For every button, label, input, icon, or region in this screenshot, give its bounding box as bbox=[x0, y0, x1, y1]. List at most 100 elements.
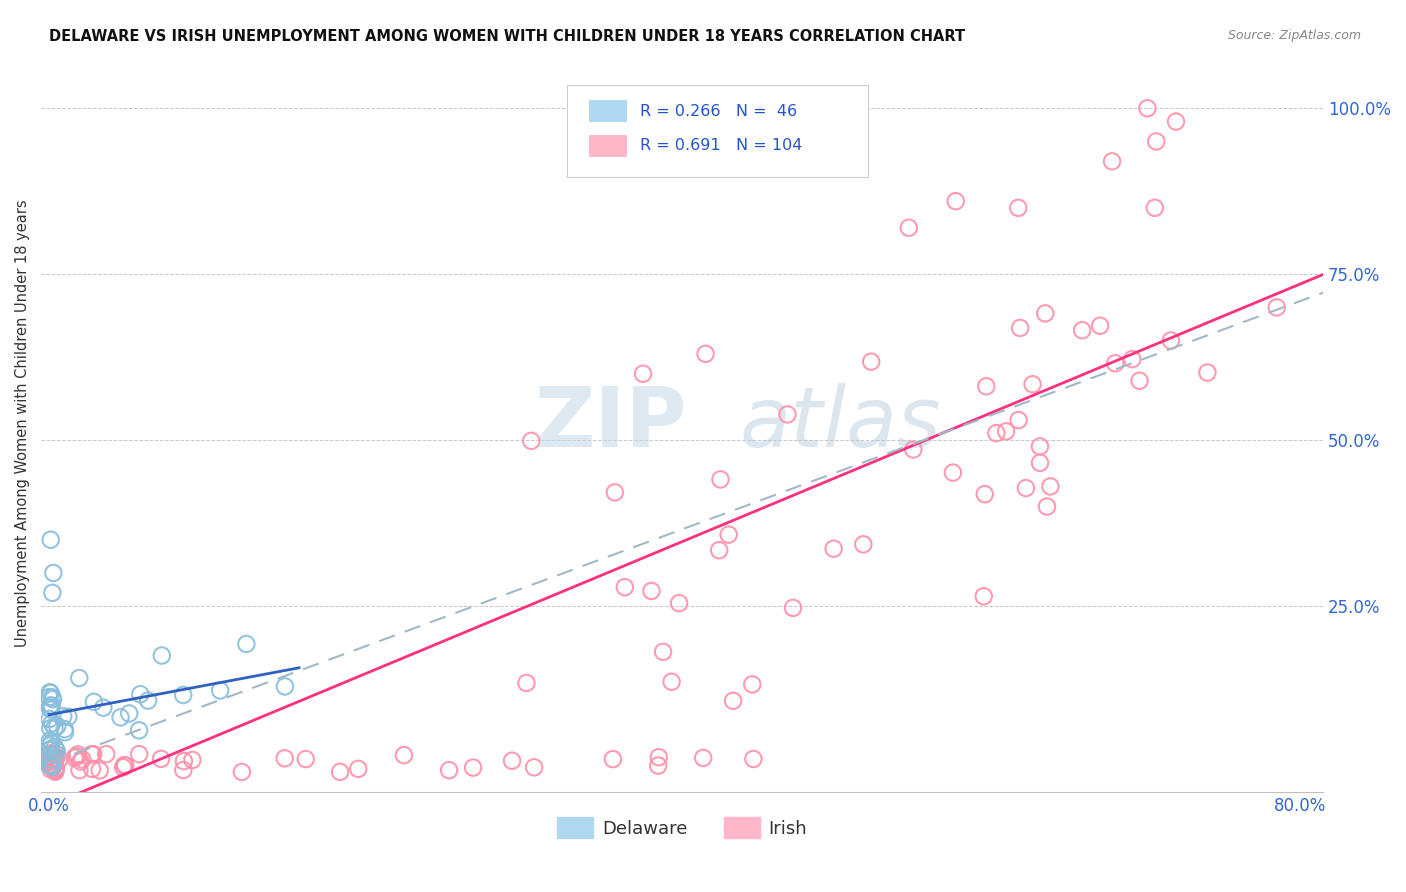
Point bbox=[181, 753, 204, 767]
Point bbox=[38, 701, 60, 715]
Point bbox=[1036, 500, 1059, 514]
Point bbox=[53, 722, 76, 736]
Point bbox=[38, 743, 60, 757]
Point bbox=[41, 752, 63, 766]
Point bbox=[42, 747, 65, 762]
Point bbox=[294, 752, 316, 766]
Text: R = 0.266   N =  46: R = 0.266 N = 46 bbox=[640, 103, 797, 119]
FancyBboxPatch shape bbox=[567, 85, 868, 177]
Point bbox=[631, 367, 654, 381]
Point bbox=[67, 671, 90, 685]
Point bbox=[80, 747, 103, 762]
Point bbox=[1021, 377, 1043, 392]
Point bbox=[1088, 318, 1111, 333]
Point bbox=[648, 750, 671, 764]
Point bbox=[1265, 301, 1288, 315]
Point bbox=[114, 758, 136, 772]
Point bbox=[974, 379, 997, 393]
Point bbox=[38, 685, 60, 699]
Point bbox=[39, 758, 62, 772]
Point bbox=[1029, 439, 1052, 453]
Point bbox=[136, 693, 159, 707]
Point bbox=[41, 757, 63, 772]
Point bbox=[41, 586, 63, 600]
Point bbox=[82, 747, 104, 761]
Point bbox=[44, 721, 66, 735]
Point bbox=[112, 760, 135, 774]
Point bbox=[118, 706, 141, 721]
Point bbox=[114, 758, 136, 772]
Point bbox=[274, 751, 297, 765]
Point bbox=[1015, 481, 1038, 495]
Point bbox=[39, 748, 62, 763]
Point bbox=[41, 753, 63, 767]
Point bbox=[945, 194, 967, 209]
Point bbox=[695, 347, 717, 361]
Point bbox=[39, 533, 62, 547]
Point bbox=[39, 742, 62, 756]
Point bbox=[110, 710, 132, 724]
Point bbox=[38, 754, 60, 768]
Point bbox=[39, 686, 62, 700]
Point bbox=[42, 760, 65, 774]
Point bbox=[44, 764, 66, 779]
Point bbox=[41, 698, 63, 713]
Point bbox=[41, 758, 63, 772]
Point bbox=[668, 596, 690, 610]
Point bbox=[392, 748, 415, 763]
Bar bbox=[589, 100, 627, 122]
Point bbox=[329, 764, 352, 779]
Point bbox=[69, 763, 91, 777]
Text: R = 0.691   N = 104: R = 0.691 N = 104 bbox=[640, 138, 803, 153]
Point bbox=[661, 674, 683, 689]
Point bbox=[172, 763, 194, 777]
Point bbox=[1143, 201, 1166, 215]
Point bbox=[860, 354, 883, 368]
Point bbox=[1101, 154, 1123, 169]
Point bbox=[692, 751, 714, 765]
Point bbox=[42, 760, 65, 774]
Point bbox=[235, 637, 257, 651]
Point bbox=[96, 747, 118, 761]
Point bbox=[1071, 323, 1094, 337]
Point bbox=[150, 648, 173, 663]
Point bbox=[437, 763, 460, 777]
Point bbox=[45, 747, 67, 761]
Point bbox=[53, 725, 76, 739]
Point bbox=[129, 687, 152, 701]
Point bbox=[823, 541, 845, 556]
Point bbox=[1160, 334, 1182, 348]
Text: DELAWARE VS IRISH UNEMPLOYMENT AMONG WOMEN WITH CHILDREN UNDER 18 YEARS CORRELAT: DELAWARE VS IRISH UNEMPLOYMENT AMONG WOM… bbox=[49, 29, 966, 44]
Point bbox=[501, 754, 523, 768]
Point bbox=[274, 680, 297, 694]
Point bbox=[89, 764, 111, 778]
Point bbox=[83, 695, 105, 709]
Point bbox=[45, 744, 67, 758]
Point bbox=[39, 703, 62, 717]
Point bbox=[973, 487, 995, 501]
Point bbox=[897, 220, 920, 235]
Bar bbox=[589, 135, 627, 157]
Point bbox=[741, 677, 763, 691]
Point bbox=[603, 485, 626, 500]
Point bbox=[72, 752, 94, 766]
Point bbox=[721, 694, 744, 708]
Point bbox=[42, 566, 65, 580]
Point bbox=[69, 755, 91, 769]
Point bbox=[995, 425, 1018, 439]
Point bbox=[1121, 352, 1143, 367]
Point bbox=[717, 527, 740, 541]
Point bbox=[1007, 201, 1029, 215]
Point bbox=[39, 762, 62, 776]
Point bbox=[1104, 356, 1126, 370]
Point bbox=[45, 760, 67, 774]
Legend: Delaware, Irish: Delaware, Irish bbox=[550, 810, 814, 846]
Point bbox=[1346, 101, 1368, 115]
Point bbox=[42, 753, 65, 767]
Point bbox=[39, 739, 62, 753]
Point bbox=[45, 751, 67, 765]
Point bbox=[46, 719, 69, 733]
Point bbox=[640, 583, 662, 598]
Point bbox=[41, 690, 63, 705]
Point bbox=[647, 758, 669, 772]
